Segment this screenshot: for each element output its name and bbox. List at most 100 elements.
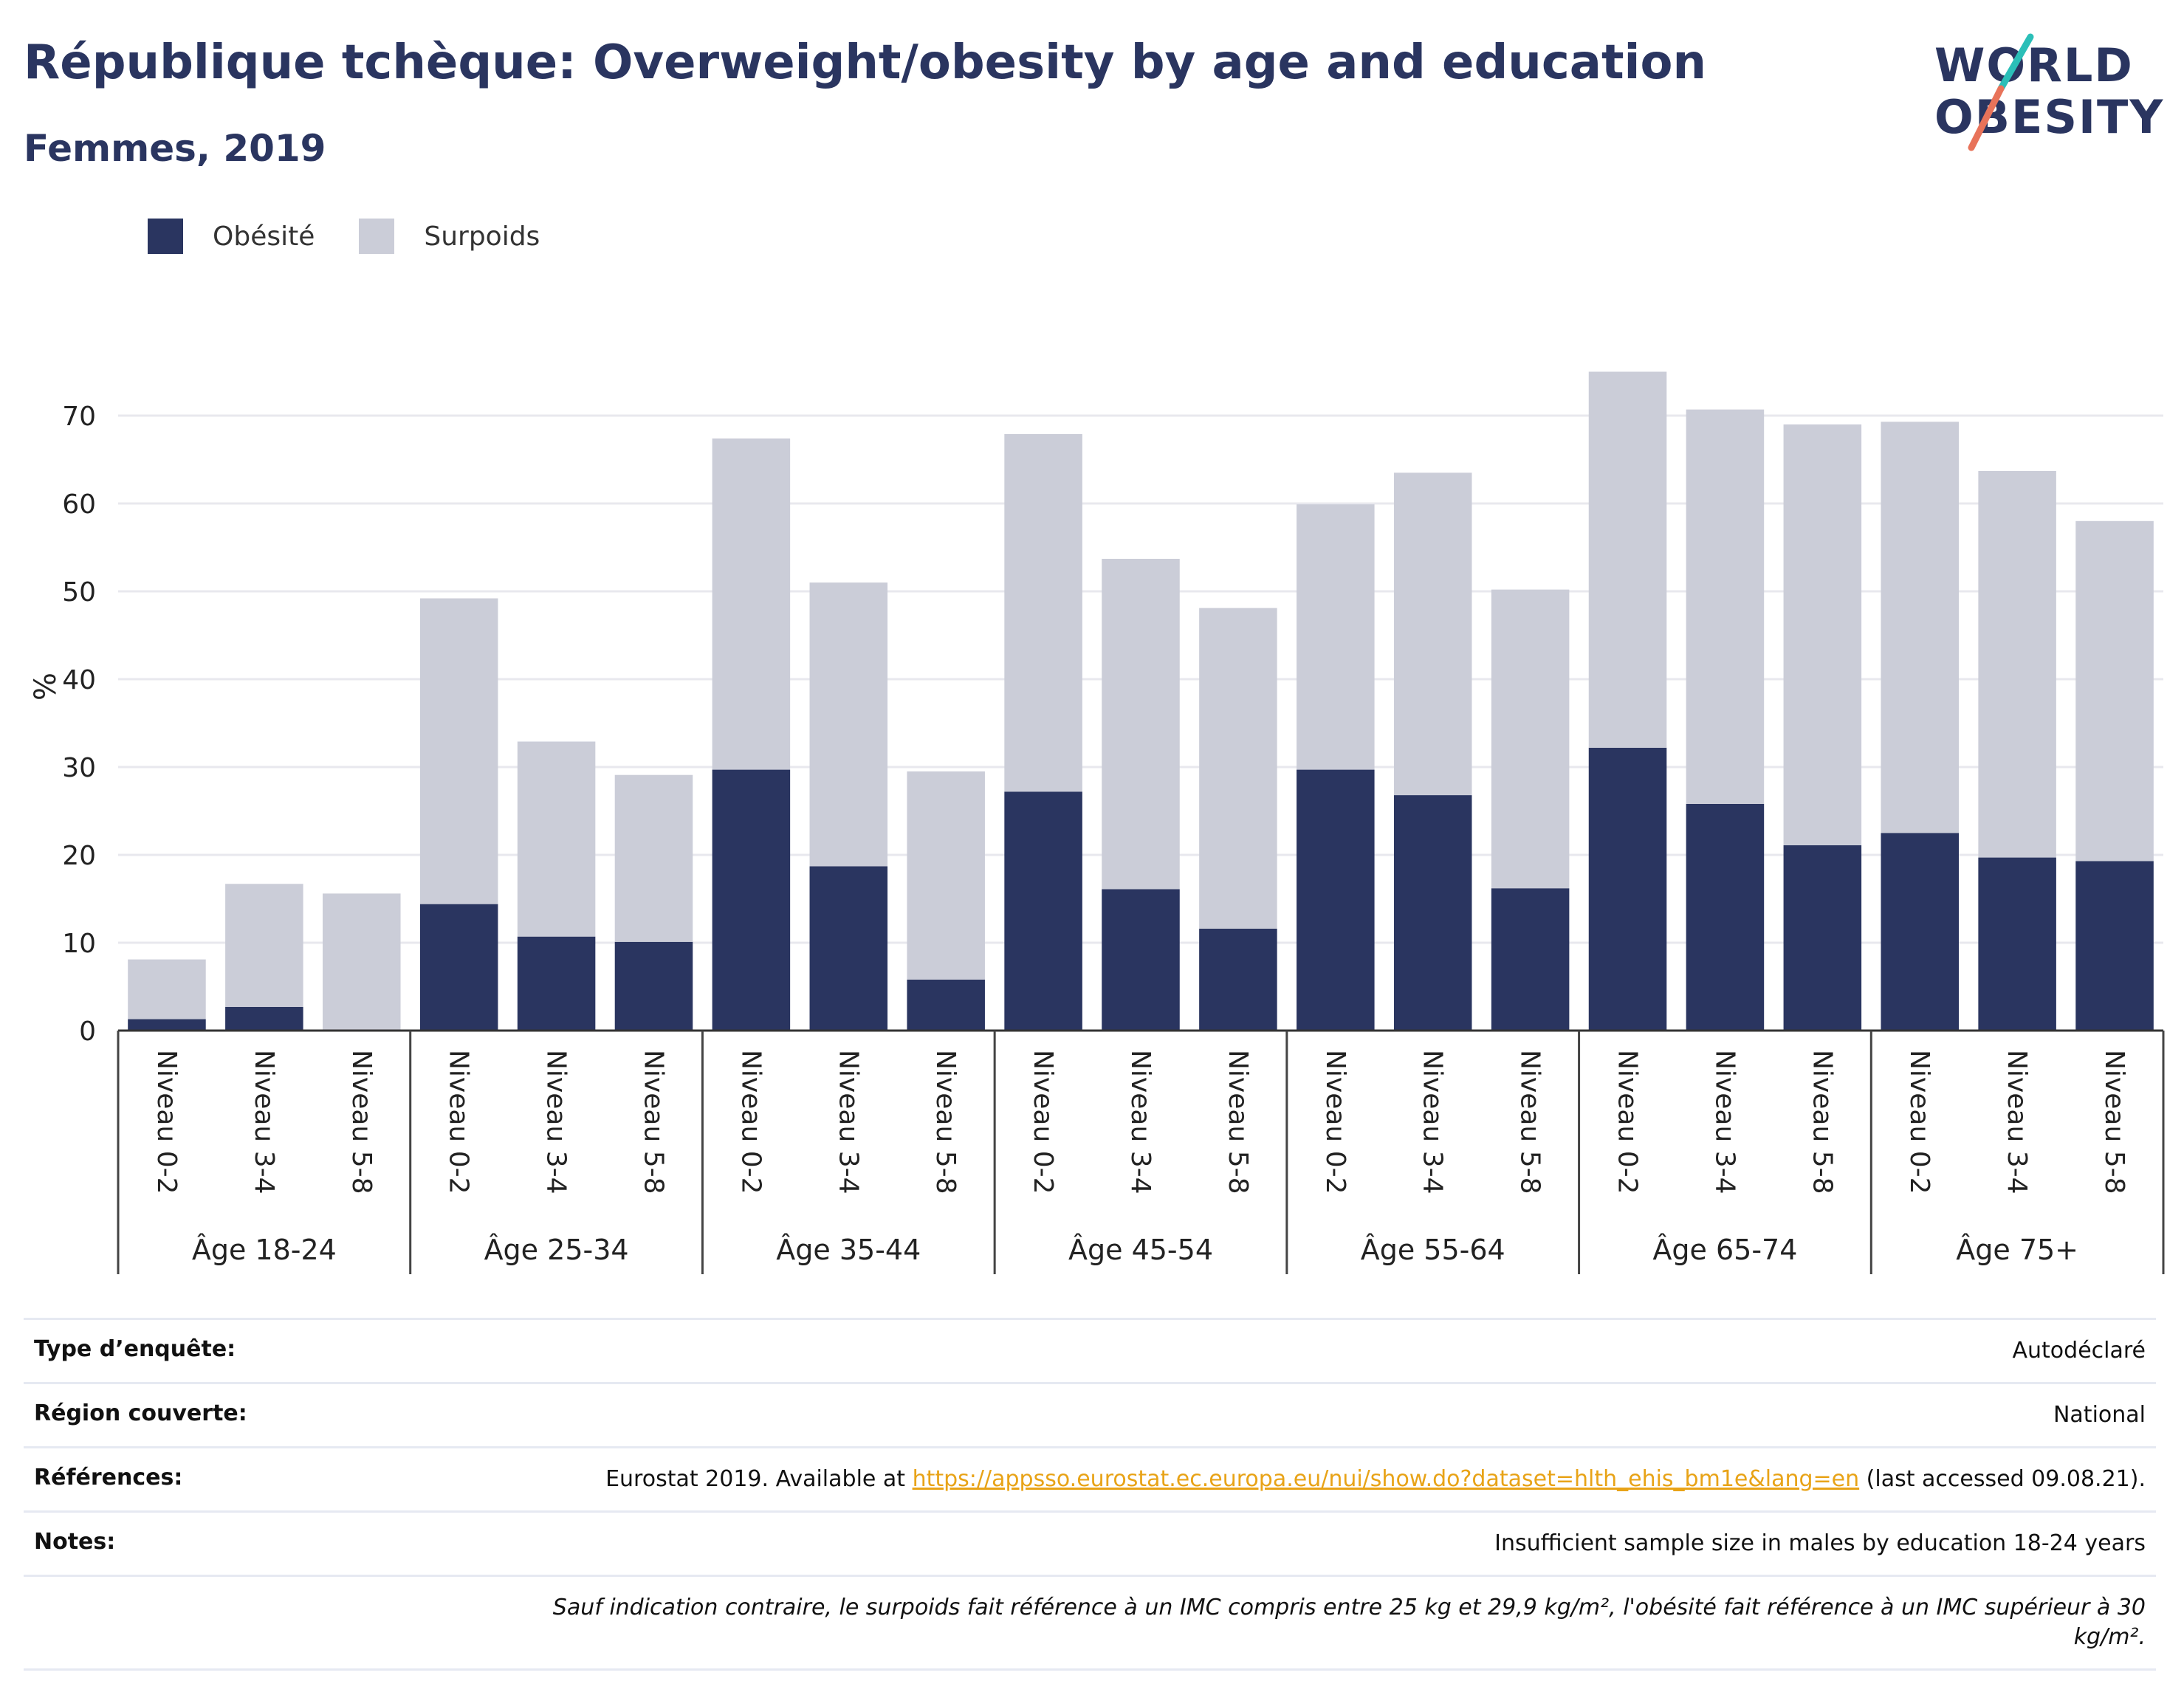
y-tick-label: 50 xyxy=(62,577,96,608)
y-tick-label: 0 xyxy=(79,1017,96,1047)
notes-value: Insufficient sample size in males by edu… xyxy=(1494,1530,2146,1556)
bar-surpoids xyxy=(1199,608,1277,929)
x-tick-label: Niveau 0-2 xyxy=(1904,1050,1934,1194)
bar-obesite xyxy=(419,904,498,1031)
bar-surpoids xyxy=(419,598,498,904)
x-tick-label: Niveau 0-2 xyxy=(1028,1050,1058,1194)
references-label: Références: xyxy=(34,1465,183,1491)
x-tick-label: Niveau 3-4 xyxy=(1418,1050,1448,1194)
region-label: Région couverte: xyxy=(34,1400,247,1426)
x-tick-label: Niveau 3-4 xyxy=(541,1050,571,1194)
logo-slash-teal xyxy=(1997,33,2034,92)
references-text-before: Eurostat 2019. Available at xyxy=(605,1466,913,1492)
bar-obesite xyxy=(1102,889,1180,1031)
info-table: Type d’enquête: Autodéclaré Région couve… xyxy=(24,1318,2156,1671)
info-row-region: Région couverte: National xyxy=(24,1382,2156,1446)
x-tick-label: Niveau 3-4 xyxy=(833,1050,863,1194)
bar-obesite xyxy=(614,941,693,1031)
legend-item-surpoids: Surpoids xyxy=(359,219,540,254)
y-tick-label: 30 xyxy=(62,753,96,783)
x-tick-label: Niveau 5-8 xyxy=(1807,1050,1837,1194)
group-label: Âge 35-44 xyxy=(776,1234,921,1266)
references-link[interactable]: https://appsso.eurostat.ec.europa.eu/nui… xyxy=(912,1466,1860,1492)
group-label: Âge 45-54 xyxy=(1068,1234,1213,1266)
x-tick-label: Niveau 0-2 xyxy=(444,1050,474,1194)
footnote-text: Sauf indication contraire, le surpoids f… xyxy=(552,1595,2146,1650)
bar-obesite xyxy=(128,1019,206,1031)
group-label: Âge 18-24 xyxy=(192,1234,337,1266)
bar-surpoids xyxy=(809,582,888,867)
bar-obesite xyxy=(1783,845,1862,1031)
legend-swatch-surpoids xyxy=(359,219,395,254)
logo-slash-coral xyxy=(1968,85,2005,151)
y-tick-label: 60 xyxy=(62,489,96,520)
bar-obesite xyxy=(517,936,596,1031)
info-row-footnote: Sauf indication contraire, le surpoids f… xyxy=(24,1575,2156,1671)
info-row-notes: Notes: Insufficient sample size in males… xyxy=(24,1510,2156,1575)
bar-obesite xyxy=(1881,833,1959,1031)
region-value: National xyxy=(2053,1402,2146,1428)
bar-surpoids xyxy=(517,741,596,937)
bar-obesite xyxy=(1199,928,1277,1031)
chart-subtitle: Femmes, 2019 xyxy=(24,127,326,170)
bar-surpoids xyxy=(907,771,985,980)
group-label: Âge 65-74 xyxy=(1652,1234,1797,1266)
legend-label-surpoids: Surpoids xyxy=(424,221,540,252)
bar-surpoids xyxy=(1004,433,1082,792)
bar-obesite xyxy=(809,866,888,1031)
bar-surpoids xyxy=(1783,424,1862,845)
group-label: Âge 25-34 xyxy=(484,1234,629,1266)
bar-obesite xyxy=(225,1006,303,1031)
bar-surpoids xyxy=(614,774,693,942)
bar-surpoids xyxy=(1102,558,1180,890)
bar-surpoids xyxy=(1393,472,1472,796)
x-tick-label: Niveau 5-8 xyxy=(930,1050,961,1194)
bar-obesite xyxy=(1588,747,1667,1031)
legend-label-obesite: Obésité xyxy=(213,221,315,252)
bar-obesite xyxy=(907,979,985,1031)
logo-line1: WORLD xyxy=(1934,38,2134,92)
group-label: Âge 55-64 xyxy=(1361,1234,1505,1266)
bar-obesite xyxy=(2075,861,2154,1031)
bar-surpoids xyxy=(1491,589,1570,889)
group-label: Âge 75+ xyxy=(1956,1234,2078,1266)
bar-surpoids xyxy=(1297,504,1375,770)
info-row-survey-type: Type d’enquête: Autodéclaré xyxy=(24,1318,2156,1382)
x-tick-label: Niveau 5-8 xyxy=(2099,1050,2129,1194)
bar-obesite xyxy=(1004,791,1082,1031)
world-obesity-logo: WORLD OBESITY xyxy=(1934,33,2164,151)
bar-surpoids xyxy=(128,959,206,1020)
bar-surpoids xyxy=(323,893,401,1031)
legend-item-obesite: Obésité xyxy=(148,219,315,254)
bar-obesite xyxy=(1686,803,1765,1031)
x-tick-label: Niveau 3-4 xyxy=(1125,1050,1155,1194)
x-tick-label: Niveau 0-2 xyxy=(151,1050,182,1194)
x-tick-label: Niveau 0-2 xyxy=(1613,1050,1643,1194)
bar-surpoids xyxy=(2075,520,2154,862)
bar-surpoids xyxy=(225,884,303,1007)
x-tick-label: Niveau 3-4 xyxy=(249,1050,279,1194)
y-tick-label: 10 xyxy=(62,929,96,959)
bar-surpoids xyxy=(1686,409,1765,804)
x-tick-label: Niveau 5-8 xyxy=(346,1050,377,1194)
bar-obesite xyxy=(1393,795,1472,1031)
y-tick-label: 70 xyxy=(62,402,96,432)
x-tick-label: Niveau 0-2 xyxy=(735,1050,766,1194)
x-tick-label: Niveau 0-2 xyxy=(1320,1050,1350,1194)
x-tick-label: Niveau 5-8 xyxy=(1223,1050,1253,1194)
y-axis-label: % xyxy=(29,673,63,701)
legend-swatch-obesite xyxy=(148,219,183,254)
chart-legend: Obésité Surpoids xyxy=(148,219,584,254)
logo-line2: OBESITY xyxy=(1934,90,2164,144)
x-tick-label: Niveau 5-8 xyxy=(1515,1050,1545,1194)
bar-surpoids xyxy=(1978,470,2056,858)
stacked-bar-chart: 0 10 20 30 40 50 60 70% Niveau 0-2 Niveau 3-4 Nive… xyxy=(29,371,2165,1274)
y-tick-label: 40 xyxy=(62,665,96,695)
bar-obesite xyxy=(1297,769,1375,1031)
references-value: Eurostat 2019. Available at https://apps… xyxy=(605,1465,2146,1494)
bar-obesite xyxy=(712,769,791,1031)
survey-type-label: Type d’enquête: xyxy=(34,1336,236,1362)
bar-surpoids xyxy=(1881,422,1959,833)
survey-type-value: Autodéclaré xyxy=(2012,1338,2146,1364)
x-tick-label: Niveau 3-4 xyxy=(2002,1050,2032,1194)
